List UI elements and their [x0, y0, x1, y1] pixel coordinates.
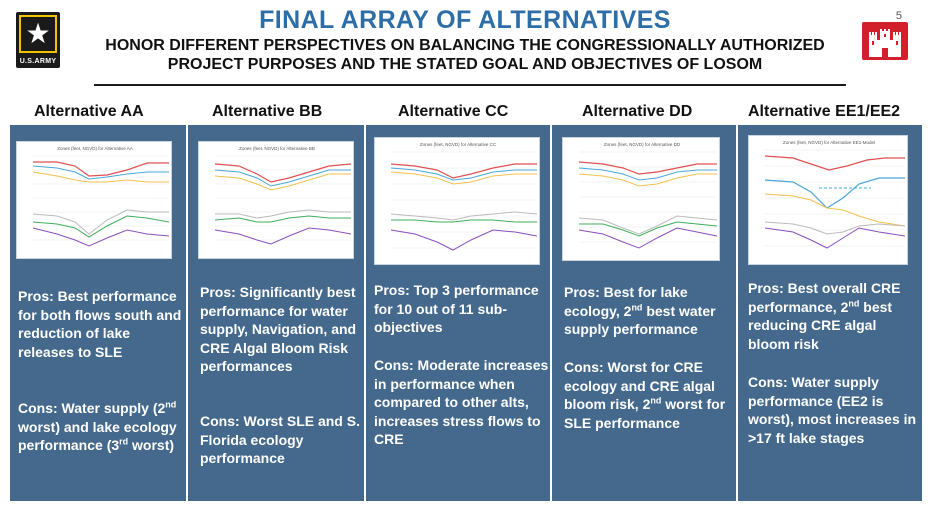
alternative-panel-ee: Zones (feet, NGVD) for Alternative EE1-M…: [738, 125, 922, 501]
zones-chart-svg: Zones (feet, NGVD) for Alternative BB: [214, 146, 352, 245]
army-logo-text: U.S.ARMY: [19, 58, 57, 65]
usace-logo: [862, 22, 908, 60]
page-subtitle: HONOR DIFFERENT PERSPECTIVES ON BALANCIN…: [0, 36, 930, 74]
slide-number: 5: [895, 10, 902, 22]
title-divider: [94, 84, 846, 86]
pros-text: Pros: Significantly best performance for…: [200, 284, 357, 375]
zones-chart: Zones (feet, NGVD) for Alternative EE1-M…: [748, 135, 908, 265]
pros-text: Pros: Best performance for both flows so…: [18, 288, 182, 360]
zones-chart: Zones (feet, NGVD) for Alternative DD: [562, 137, 720, 261]
chart-title: Zones (feet, NGVD) for Alternative BB: [239, 146, 315, 151]
subtitle-line-1: HONOR DIFFERENT PERSPECTIVES ON BALANCIN…: [105, 37, 825, 54]
pros-text: Pros: Top 3 performance for 10 out of 11…: [374, 282, 539, 336]
alternative-header: Alternative AA: [34, 103, 144, 120]
cons-text: Cons: Water supply performance (EE2 is w…: [748, 374, 917, 446]
alternatives-panels: Zones (feet, NGVD) for Alternative AA Pr…: [10, 125, 922, 501]
zones-chart-svg: Zones (feet, NGVD) for Alternative AA: [32, 146, 170, 247]
army-star-box: ★: [19, 15, 57, 53]
chart-title: Zones (feet, NGVD) for Alternative CC: [420, 142, 497, 147]
castle-icon: [869, 29, 901, 57]
zones-chart: Zones (feet, NGVD) for Alternative BB: [198, 141, 354, 259]
cons-text: Cons: Water supply (2nd worst) and lake …: [18, 399, 177, 454]
alternative-panel-cc: Zones (feet, NGVD) for Alternative CC Pr…: [366, 125, 552, 501]
alternative-header: Alternative BB: [212, 103, 323, 120]
zones-chart-svg: Zones (feet, NGVD) for Alternative CC: [390, 142, 538, 251]
zones-chart-svg: Zones (feet, NGVD) for Alternative EE1-M…: [764, 140, 906, 249]
alternative-header: Alternative DD: [582, 103, 693, 120]
cons-text: Cons: Moderate increases in performance …: [374, 357, 549, 448]
zones-chart: Zones (feet, NGVD) for Alternative CC: [374, 137, 540, 265]
army-logo: ★ U.S.ARMY: [16, 12, 60, 68]
page-title: FINAL ARRAY OF ALTERNATIVES: [259, 6, 671, 34]
star-icon: ★: [25, 18, 51, 49]
subtitle-line-2: PROJECT PURPOSES AND THE STATED GOAL AND…: [167, 56, 763, 73]
alternative-panel-dd: Zones (feet, NGVD) for Alternative DD Pr…: [552, 125, 738, 501]
chart-title: Zones (feet, NGVD) for Alternative AA: [57, 146, 133, 151]
pros-text: Pros: Best for lake ecology, 2nd best wa…: [564, 284, 716, 338]
chart-title: Zones (feet, NGVD) for Alternative EE1-M…: [783, 140, 875, 145]
zones-chart: Zones (feet, NGVD) for Alternative AA: [16, 141, 172, 259]
alternative-panel-aa: Zones (feet, NGVD) for Alternative AA Pr…: [10, 125, 188, 501]
alternative-header: Alternative EE1/EE2: [748, 103, 901, 120]
zones-chart-svg: Zones (feet, NGVD) for Alternative DD: [578, 142, 718, 249]
chart-title: Zones (feet, NGVD) for Alternative DD: [604, 142, 681, 147]
cons-text: Cons: Worst for CRE ecology and CRE alga…: [564, 359, 726, 431]
alternative-header: Alternative CC: [398, 103, 509, 120]
alternative-panel-bb: Zones (feet, NGVD) for Alternative BB Pr…: [188, 125, 366, 501]
cons-text: Cons: Worst SLE and S. Florida ecology p…: [200, 413, 360, 467]
alternative-headers: Alternative AA Alternative BB Alternativ…: [0, 103, 930, 123]
pros-text: Pros: Best overall CRE performance, 2nd …: [748, 280, 901, 352]
